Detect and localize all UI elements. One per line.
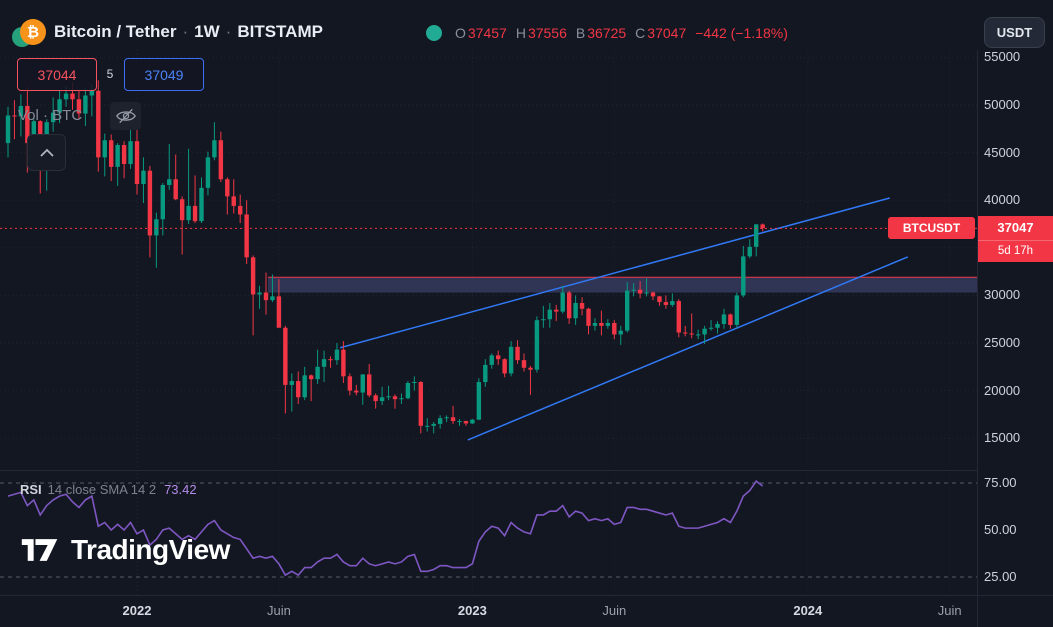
axis-price-label: 15000	[984, 430, 1021, 446]
high-label: H	[515, 25, 526, 41]
currency-toggle-button[interactable]: USDT	[984, 17, 1045, 48]
bar-countdown: 5d 17h	[978, 240, 1053, 262]
price-axis[interactable]: 55000 50000 45000 40000 30000 25000 20000 15000…	[978, 49, 1053, 595]
eye-slash-icon	[115, 108, 136, 124]
bitcoin-logo-icon: ₿	[20, 19, 46, 45]
axis-price-label: 45000	[984, 144, 1021, 160]
hide-indicator-button[interactable]	[110, 102, 141, 130]
time-axis-label: 2023	[457, 603, 487, 618]
title-separator: ·	[225, 22, 232, 41]
market-status-dot[interactable]	[426, 25, 442, 41]
axis-price-label: 30000	[984, 287, 1021, 303]
axis-price-label: 75.00	[984, 475, 1017, 490]
price-axis-border	[977, 50, 978, 627]
price-line-symbol-badge: BTCUSDT	[888, 217, 975, 240]
buy-price-button[interactable]: 37049	[124, 58, 204, 91]
axis-price-label: 50000	[984, 97, 1021, 112]
close-label: C	[635, 25, 646, 41]
sell-price-button[interactable]: 37044	[17, 58, 97, 91]
open-label: O	[455, 25, 466, 41]
axis-price-label: 40000	[984, 192, 1021, 208]
collapse-panel-button[interactable]	[27, 134, 66, 171]
time-axis-label: Juin	[602, 603, 627, 618]
change-value: −442 (−1.18%)	[695, 25, 788, 41]
time-axis-label: 2024	[793, 603, 823, 618]
rsi-indicator-legend[interactable]: RSI 14 close SMA 14 2 73.42	[20, 482, 197, 497]
close-value: 37047	[647, 25, 687, 41]
rsi-value: 73.42	[164, 482, 197, 497]
symbol-pair-label[interactable]: Bitcoin / Tether	[54, 22, 177, 41]
pane-separator[interactable]	[0, 470, 1053, 471]
symbol-logo[interactable]: ₿	[12, 18, 50, 47]
axis-price-label: 50.00	[984, 522, 1017, 537]
chart-header: ₿ Bitcoin / Tether · 1W · BITSTAMP O 37457 H 37…	[0, 0, 1053, 50]
time-axis-label: Juin	[937, 603, 962, 618]
last-price-tag: 37047 5d 17h	[978, 216, 1053, 263]
axis-price-label: 25.00	[984, 569, 1017, 584]
time-axis-label: 2022	[122, 603, 152, 618]
tradingview-watermark: TradingView	[20, 531, 230, 569]
chevron-up-icon	[39, 148, 54, 157]
last-price-value: 37047	[997, 220, 1034, 236]
open-value: 37457	[467, 25, 507, 41]
watermark-text: TradingView	[71, 534, 230, 565]
low-label: B	[575, 25, 586, 41]
time-axis[interactable]: 2022 Juin 2023 Juin 2024 Juin	[0, 595, 1053, 627]
volume-indicator-label[interactable]: Vol · BTC	[18, 107, 83, 124]
tradingview-logo-icon	[21, 539, 58, 561]
ohlc-values: O 37457 H 37556 B 36725 C 37047 −442 (−1.18%)	[455, 25, 788, 41]
high-value: 37556	[527, 25, 567, 41]
title-separator: ·	[182, 22, 189, 41]
price-chart-pane[interactable]	[0, 50, 978, 470]
rsi-name: RSI	[20, 482, 42, 497]
axis-price-label: 20000	[984, 382, 1021, 398]
symbol-title[interactable]: Bitcoin / Tether · 1W · BITSTAMP	[54, 22, 323, 42]
axis-price-label: 55000	[984, 49, 1021, 65]
low-value: 36725	[587, 25, 627, 41]
interval-label[interactable]: 1W	[194, 22, 220, 41]
spread-value: 5	[106, 66, 114, 81]
rsi-params: 14 close SMA 14 2	[47, 482, 157, 497]
exchange-label[interactable]: BITSTAMP	[237, 22, 323, 41]
rsi-chart-pane[interactable]	[0, 470, 978, 595]
time-axis-label: Juin	[266, 603, 291, 618]
axis-price-label: 25000	[984, 335, 1021, 350]
